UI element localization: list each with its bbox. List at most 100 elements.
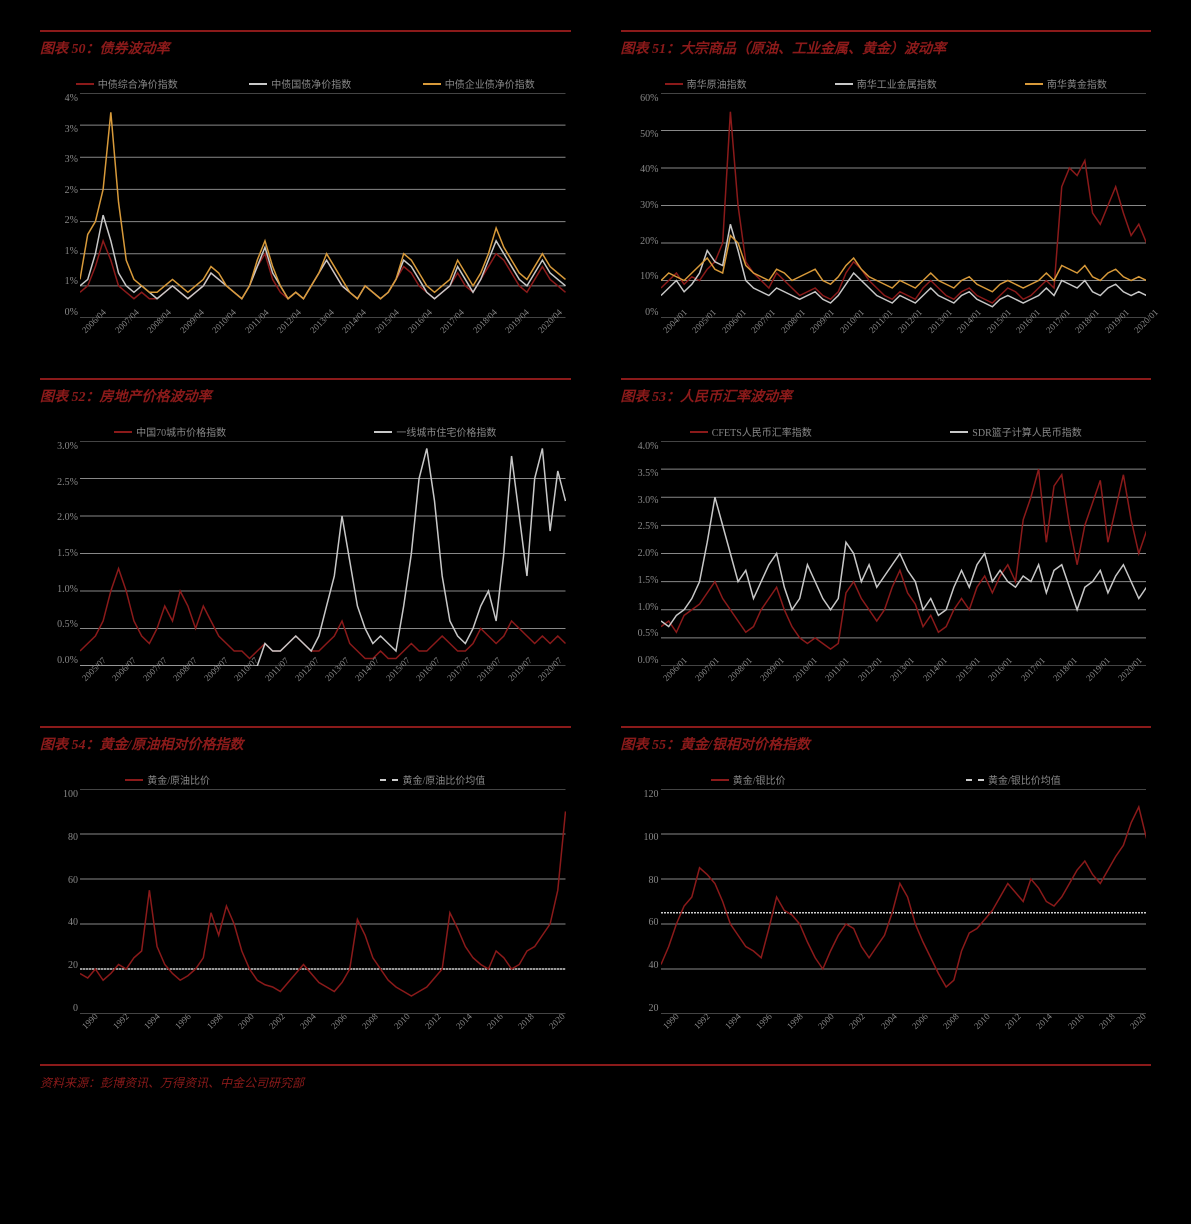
x-tick-label: 2004 bbox=[879, 1011, 906, 1038]
legend-swatch bbox=[950, 431, 968, 433]
y-tick-label: 2.5% bbox=[638, 521, 659, 532]
chart-legend: 黄金/银比价 黄金/银比价均值 bbox=[621, 772, 1152, 787]
legend-swatch bbox=[125, 779, 143, 781]
y-tick-label: 2% bbox=[65, 185, 78, 196]
x-tick-label: 1996 bbox=[754, 1011, 781, 1038]
y-tick-label: 20% bbox=[640, 236, 658, 247]
legend-label: CFETS人民币汇率指数 bbox=[712, 424, 812, 439]
legend-item: 黄金/原油比价均值 bbox=[380, 772, 485, 787]
y-tick-label: 4.0% bbox=[638, 441, 659, 452]
y-tick-label: 20 bbox=[68, 960, 78, 971]
chart-panel-c51: 图表 51：大宗商品（原油、工业金属、黄金）波动率南华原油指数南华工业金属指数南… bbox=[621, 30, 1152, 348]
x-tick-label: 2018 bbox=[1097, 1011, 1124, 1038]
y-tick-label: 0% bbox=[65, 307, 78, 318]
chart-title: 图表 50：债券波动率 bbox=[40, 38, 571, 58]
legend-label: 黄金/银比价 bbox=[733, 772, 786, 787]
legend-swatch bbox=[665, 83, 683, 85]
legend-item: 一线城市住宅价格指数 bbox=[374, 424, 496, 439]
chart-panel-c53: 图表 53：人民币汇率波动率CFETS人民币汇率指数SDR篮子计算人民币指数4.… bbox=[621, 378, 1152, 696]
legend-label: 一线城市住宅价格指数 bbox=[396, 424, 496, 439]
legend-item: SDR篮子计算人民币指数 bbox=[950, 424, 1081, 439]
legend-label: 黄金/原油比价均值 bbox=[402, 772, 485, 787]
x-tick-label: 2006 bbox=[910, 1011, 937, 1038]
y-tick-label: 10% bbox=[640, 271, 658, 282]
x-tick-label: 1996 bbox=[173, 1011, 200, 1038]
legend-label: 中债国债净价指数 bbox=[271, 76, 351, 91]
x-tick-label: 2010 bbox=[972, 1011, 999, 1038]
y-axis: 100806040200 bbox=[40, 789, 78, 1014]
y-tick-label: 120 bbox=[644, 789, 659, 800]
chart-legend: 黄金/原油比价 黄金/原油比价均值 bbox=[40, 772, 571, 787]
chart-area: 南华原油指数南华工业金属指数南华黄金指数60%50%40%30%20%10%0%… bbox=[621, 68, 1152, 348]
y-tick-label: 0.5% bbox=[638, 628, 659, 639]
legend-swatch bbox=[380, 779, 398, 781]
x-tick-label: 2014 bbox=[454, 1011, 481, 1038]
y-axis: 12010080604020 bbox=[621, 789, 659, 1014]
y-axis: 3.0%2.5%2.0%1.5%1.0%0.5%0.0% bbox=[40, 441, 78, 666]
y-tick-label: 3% bbox=[65, 154, 78, 165]
y-tick-label: 0 bbox=[73, 1003, 78, 1014]
x-tick-label: 2000 bbox=[816, 1011, 843, 1038]
legend-label: 中债企业债净价指数 bbox=[445, 76, 535, 91]
y-tick-label: 40 bbox=[649, 960, 659, 971]
legend-item: 中债综合净价指数 bbox=[76, 76, 178, 91]
y-tick-label: 3% bbox=[65, 124, 78, 135]
legend-swatch bbox=[690, 431, 708, 433]
legend-label: 南华原油指数 bbox=[687, 76, 747, 91]
chart-legend: 中国70城市价格指数 一线城市住宅价格指数 bbox=[40, 424, 571, 439]
legend-swatch bbox=[1025, 83, 1043, 85]
y-tick-label: 2.0% bbox=[638, 548, 659, 559]
source-citation: 资料来源：彭博资讯、万得资讯、中金公司研究部 bbox=[40, 1064, 1151, 1091]
chart-panel-c54: 图表 54：黄金/原油相对价格指数黄金/原油比价黄金/原油比价均值1008060… bbox=[40, 726, 571, 1044]
chart-legend: CFETS人民币汇率指数 SDR篮子计算人民币指数 bbox=[621, 424, 1152, 439]
chart-legend: 中债综合净价指数 中债国债净价指数 中债企业债净价指数 bbox=[40, 76, 571, 91]
x-tick-label: 2002 bbox=[267, 1011, 294, 1038]
legend-item: 中债国债净价指数 bbox=[249, 76, 351, 91]
y-tick-label: 2% bbox=[65, 215, 78, 226]
legend-swatch bbox=[114, 431, 132, 433]
y-tick-label: 1.5% bbox=[638, 575, 659, 586]
x-axis: 2006/012007/012008/012009/012010/012011/… bbox=[661, 668, 1147, 696]
chart-title: 图表 52：房地产价格波动率 bbox=[40, 386, 571, 406]
legend-item: CFETS人民币汇率指数 bbox=[690, 424, 812, 439]
y-tick-label: 1.0% bbox=[57, 584, 78, 595]
y-tick-label: 50% bbox=[640, 129, 658, 140]
x-tick-label: 2008 bbox=[360, 1011, 387, 1038]
legend-item: 黄金/银比价均值 bbox=[966, 772, 1061, 787]
x-tick-label: 2004 bbox=[298, 1011, 325, 1038]
y-tick-label: 40 bbox=[68, 917, 78, 928]
legend-label: 黄金/原油比价 bbox=[147, 772, 210, 787]
chart-area: 中国70城市价格指数一线城市住宅价格指数3.0%2.5%2.0%1.5%1.0%… bbox=[40, 416, 571, 696]
chart-panel-c55: 图表 55：黄金/银相对价格指数黄金/银比价黄金/银比价均值1201008060… bbox=[621, 726, 1152, 1044]
chart-grid: 图表 50：债券波动率中债综合净价指数中债国债净价指数中债企业债净价指数4%3%… bbox=[40, 30, 1151, 1044]
legend-item: 南华工业金属指数 bbox=[835, 76, 937, 91]
y-tick-label: 1.0% bbox=[638, 602, 659, 613]
y-tick-label: 80 bbox=[68, 832, 78, 843]
legend-label: SDR篮子计算人民币指数 bbox=[972, 424, 1081, 439]
legend-swatch bbox=[249, 83, 267, 85]
legend-swatch bbox=[76, 83, 94, 85]
x-tick-label: 1992 bbox=[692, 1011, 719, 1038]
chart-area: 黄金/银比价黄金/银比价均值12010080604020199019921994… bbox=[621, 764, 1152, 1044]
legend-item: 黄金/银比价 bbox=[711, 772, 786, 787]
x-tick-label: 1998 bbox=[205, 1011, 232, 1038]
y-axis: 4%3%3%2%2%1%1%0% bbox=[40, 93, 78, 318]
y-tick-label: 2.5% bbox=[57, 477, 78, 488]
y-tick-label: 0.5% bbox=[57, 619, 78, 630]
x-tick-label: 1998 bbox=[785, 1011, 812, 1038]
legend-item: 南华黄金指数 bbox=[1025, 76, 1107, 91]
y-tick-label: 3.0% bbox=[638, 495, 659, 506]
y-tick-label: 0.0% bbox=[638, 655, 659, 666]
legend-label: 黄金/银比价均值 bbox=[988, 772, 1061, 787]
legend-item: 中国70城市价格指数 bbox=[114, 424, 226, 439]
x-tick-label: 2006 bbox=[329, 1011, 356, 1038]
x-tick-label: 2020 bbox=[547, 1011, 574, 1038]
x-tick-label: 2018 bbox=[516, 1011, 543, 1038]
y-tick-label: 0.0% bbox=[57, 655, 78, 666]
x-tick-label: 1992 bbox=[111, 1011, 138, 1038]
y-axis: 60%50%40%30%20%10%0% bbox=[621, 93, 659, 318]
legend-label: 南华工业金属指数 bbox=[857, 76, 937, 91]
plot-area bbox=[661, 93, 1147, 318]
legend-swatch bbox=[423, 83, 441, 85]
y-tick-label: 40% bbox=[640, 164, 658, 175]
